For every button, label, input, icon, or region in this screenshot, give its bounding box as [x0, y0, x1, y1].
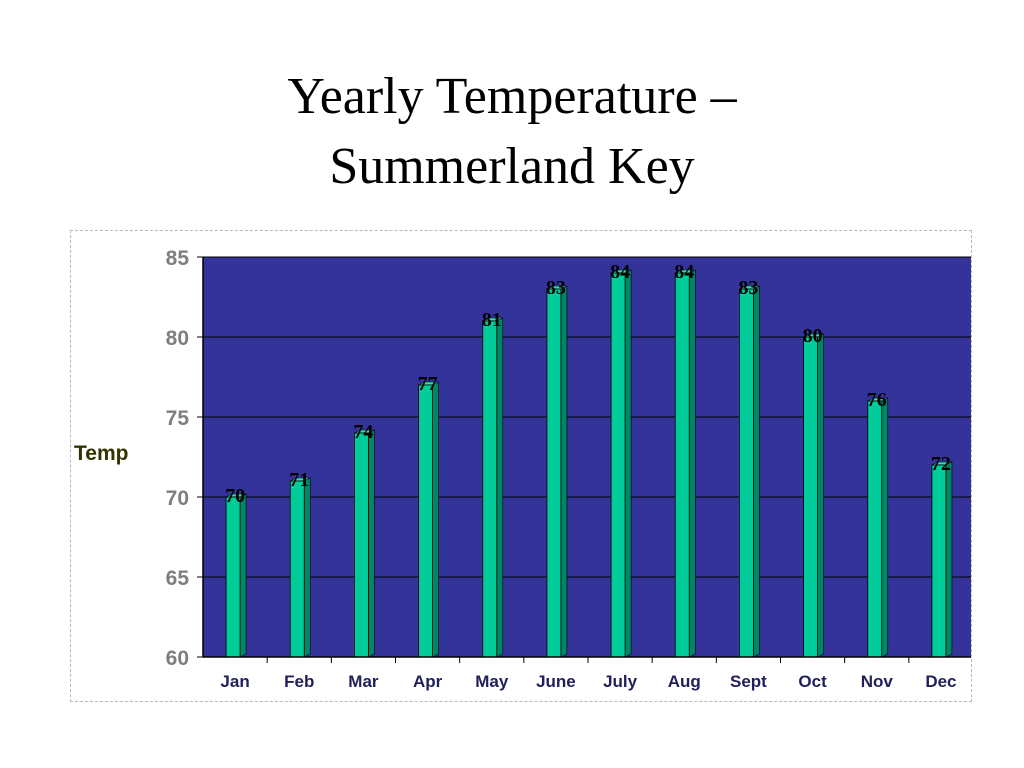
- y-tick-label: 70: [166, 487, 189, 510]
- data-label: 84: [610, 261, 630, 283]
- y-tick-label: 75: [166, 407, 190, 430]
- bar-chart: 60 65 70 75 80 85 Jan 70 Feb 71 Mar 74 Apr 77 May 81 Jun…: [74, 247, 971, 691]
- y-axis-label: Temp: [74, 442, 128, 465]
- bar: [931, 464, 947, 658]
- x-tick-label: Dec: [925, 672, 956, 691]
- bar-side: [753, 285, 760, 658]
- data-label: 83: [546, 277, 566, 299]
- bar-side: [239, 493, 247, 658]
- bar: [803, 336, 818, 658]
- data-label: 84: [674, 261, 694, 283]
- bar-side: [624, 269, 632, 658]
- bars: [225, 269, 953, 658]
- x-tick-label: Oct: [798, 672, 827, 691]
- data-label: 77: [418, 373, 438, 395]
- bar: [674, 272, 690, 658]
- x-tick-label: May: [475, 672, 509, 691]
- x-tick-label: Mar: [348, 672, 379, 691]
- y-tick-label: 80: [166, 327, 189, 350]
- bar: [546, 288, 562, 658]
- bar-side: [303, 477, 311, 658]
- x-tick-label: Nov: [861, 672, 894, 691]
- plot-area: [203, 257, 971, 657]
- data-label: 80: [803, 325, 823, 347]
- bar: [225, 496, 241, 658]
- labels: 60 65 70 75 80 85 Jan 70 Feb 71 Mar 74 Apr 77 May 81 Jun…: [166, 247, 957, 691]
- title-line-2: Summerland Key: [329, 138, 695, 195]
- data-label: 71: [289, 469, 309, 491]
- bar-side: [817, 333, 824, 658]
- bar: [418, 384, 433, 658]
- gridlines: [203, 256, 971, 578]
- title-line-1: Yearly Temperature –: [287, 68, 737, 125]
- data-label: 76: [867, 389, 887, 411]
- bar-side: [432, 381, 439, 658]
- y-tick-label: 65: [166, 567, 190, 590]
- x-tick-label: Aug: [668, 672, 701, 691]
- bar: [739, 288, 754, 658]
- x-tick-label: Jan: [220, 672, 249, 691]
- x-tick-label: Apr: [413, 672, 443, 691]
- data-label: 74: [353, 421, 373, 443]
- y-tick-label: 60: [166, 647, 189, 670]
- slide-title: Yearly Temperature – Summerland Key: [0, 62, 1024, 202]
- x-tick-label: Feb: [284, 672, 314, 691]
- data-label: 70: [225, 485, 245, 507]
- bar-side: [945, 461, 953, 658]
- bar-side: [368, 429, 375, 658]
- x-tick-label: Sept: [730, 672, 767, 691]
- axes: [197, 256, 971, 663]
- bar: [289, 480, 305, 658]
- x-tick-label: June: [536, 672, 576, 691]
- bar: [610, 272, 626, 658]
- bar: [354, 432, 369, 658]
- data-label: 81: [482, 309, 502, 331]
- bar: [482, 320, 498, 658]
- bar-side: [688, 269, 696, 658]
- bar-side: [881, 397, 889, 658]
- data-label: 72: [931, 453, 951, 475]
- data-label: 83: [738, 277, 758, 299]
- bar-side: [496, 317, 504, 658]
- chart-frame: 60 65 70 75 80 85 Jan 70 Feb 71 Mar 74 Apr 77 May 81 Jun…: [70, 230, 972, 702]
- y-tick-label: 85: [166, 247, 190, 270]
- x-tick-label: July: [603, 672, 638, 691]
- bar-side: [560, 285, 568, 658]
- bar: [867, 400, 883, 658]
